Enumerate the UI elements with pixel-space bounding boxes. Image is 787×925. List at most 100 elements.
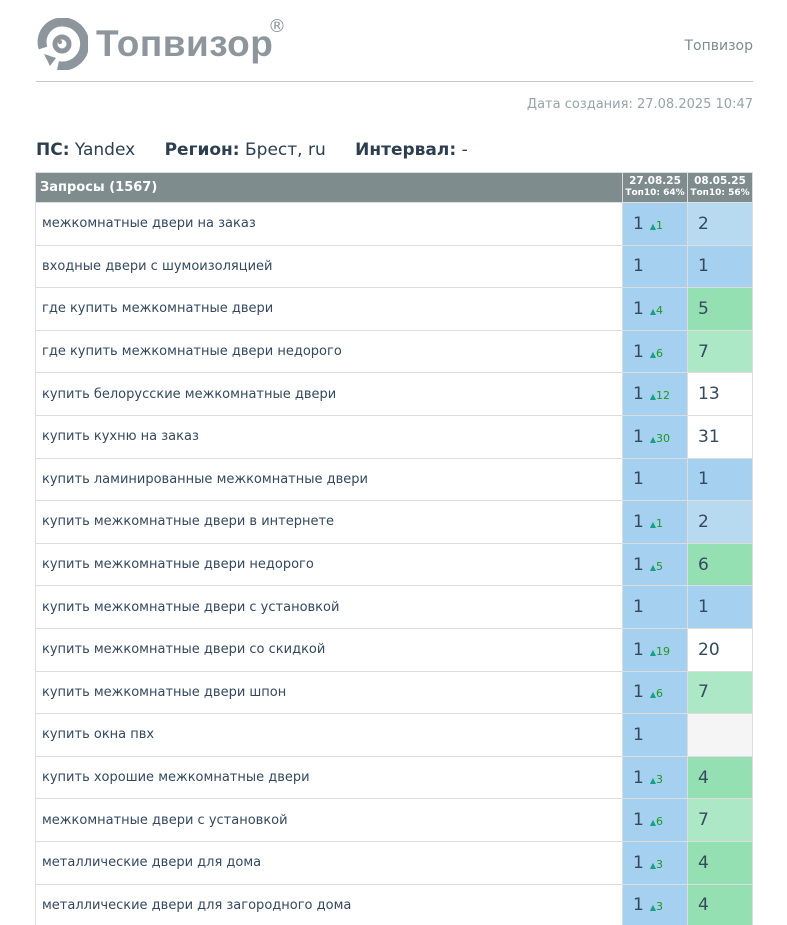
position: 1 [633, 554, 644, 575]
query: металлические двери для дома [35, 840, 623, 885]
position: 7 [698, 810, 709, 831]
change-value: 1 [655, 516, 663, 530]
arrow-up-icon: ▲ [649, 392, 656, 402]
arrow-up-icon: ▲ [649, 562, 656, 572]
position-cell: 7 [687, 670, 753, 715]
ps-value: Yandex [74, 140, 136, 160]
region-label: Регион: [164, 140, 240, 160]
arrow-up-icon: ▲ [649, 860, 656, 870]
region-value: Брест, ru [245, 140, 326, 160]
position-cell [687, 713, 753, 757]
query: купить кухню на заказ [35, 414, 623, 459]
position-cell: 2 [687, 500, 753, 544]
table-row: купить межкомнатные двери недорого 1 ▲5 6 [35, 542, 753, 587]
position-cell: 1 ▲3 [622, 840, 688, 885]
position-cell: 1 ▲19 [622, 627, 688, 672]
position-cell: 4 [687, 840, 753, 885]
change-value: 6 [655, 815, 663, 829]
position-cell: 1 ▲5 [622, 542, 688, 587]
query: купить межкомнатные двери с установкой [35, 585, 623, 629]
position: 13 [698, 384, 720, 405]
position-cell: 1 [622, 713, 688, 757]
query: купить окна пвх [35, 713, 623, 757]
position: 1 [633, 639, 644, 660]
position-cell: 1 [687, 585, 753, 629]
position-change: ▲6 [650, 815, 663, 828]
position: 1 [633, 724, 644, 745]
query: купить хорошие межкомнатные двери [35, 755, 623, 800]
position-change: ▲3 [650, 858, 663, 871]
position-cell: 4 [687, 883, 753, 925]
position: 1 [633, 895, 644, 916]
table-row: купить кухню на заказ 1 ▲30 31 [35, 414, 753, 459]
position: 1 [633, 810, 644, 831]
change-value: 5 [655, 559, 663, 573]
position-cell: 1 ▲12 [622, 372, 688, 416]
position-change: ▲3 [650, 900, 663, 913]
position-cell: 6 [687, 542, 753, 587]
arrow-up-icon: ▲ [649, 434, 656, 444]
position: 1 [633, 298, 644, 319]
query: межкомнатные двери с установкой [35, 798, 623, 842]
position-change: ▲1 [650, 219, 663, 232]
position: 6 [698, 554, 709, 575]
table-row: межкомнатные двери на заказ 1 ▲1 2 [35, 202, 753, 246]
position: 1 [698, 469, 709, 490]
change-value: 6 [655, 346, 663, 360]
position-cell: 1 ▲1 [622, 202, 688, 246]
table-row: где купить межкомнатные двери 1 ▲4 5 [35, 287, 753, 331]
date-header: 27.08.25 Топ10: 64% [622, 172, 688, 203]
position-cell: 1 [622, 457, 688, 502]
registered-mark: ® [268, 16, 286, 37]
position-cell: 1 ▲3 [622, 755, 688, 800]
table-row: металлические двери для дома 1 ▲3 4 [35, 840, 753, 885]
table-row: купить хорошие межкомнатные двери 1 ▲3 4 [35, 755, 753, 800]
position-cell: 31 [687, 414, 753, 459]
query: металлические двери для загородного дома [35, 883, 623, 925]
position: 1 [633, 682, 644, 703]
date: 08.05.25 [694, 175, 746, 187]
position-cell: 1 ▲6 [622, 670, 688, 715]
position: 1 [633, 597, 644, 618]
change-value: 4 [655, 303, 663, 317]
change-value: 1 [655, 218, 663, 232]
position-change: ▲19 [650, 645, 670, 658]
position-change: ▲5 [650, 560, 663, 573]
query: купить межкомнатные двери шпон [35, 670, 623, 715]
positions-table: Запросы (1567) 27.08.25 Топ10: 64% 08.05.… [35, 172, 753, 925]
position-cell: 4 [687, 755, 753, 800]
query: где купить межкомнатные двери недорого [35, 329, 623, 374]
position: 7 [698, 682, 709, 703]
position-change: ▲3 [650, 773, 663, 786]
change-value: 12 [655, 389, 670, 403]
logo-text: Топвизор [96, 23, 274, 64]
position: 1 [633, 256, 644, 277]
position-change: ▲12 [650, 389, 670, 402]
position-cell: 1 [687, 244, 753, 289]
report-header: Топвизор ® Топвизор [36, 16, 753, 82]
change-value: 19 [655, 644, 670, 658]
position-change: ▲6 [650, 347, 663, 360]
query: где купить межкомнатные двери [35, 287, 623, 331]
change-value: 3 [655, 900, 663, 914]
position: 2 [698, 511, 709, 532]
position-change: ▲30 [650, 432, 670, 445]
query: купить межкомнатные двери со скидкой [35, 627, 623, 672]
position: 1 [633, 384, 644, 405]
position-cell: 1 ▲3 [622, 883, 688, 925]
queries-header: Запросы (1567) [35, 172, 623, 203]
position-cell: 1 ▲4 [622, 287, 688, 331]
position: 4 [698, 852, 709, 873]
position-cell: 1 ▲6 [622, 329, 688, 374]
position-cell: 7 [687, 798, 753, 842]
position-cell: 1 ▲30 [622, 414, 688, 459]
position-cell: 20 [687, 627, 753, 672]
position: 1 [633, 341, 644, 362]
query: купить белорусские межкомнатные двери [35, 372, 623, 416]
position-cell: 1 ▲6 [622, 798, 688, 842]
arrow-up-icon: ▲ [649, 221, 656, 231]
query: входные двери с шумоизоляцией [35, 244, 623, 289]
arrow-up-icon: ▲ [649, 647, 656, 657]
change-value: 6 [655, 687, 663, 701]
